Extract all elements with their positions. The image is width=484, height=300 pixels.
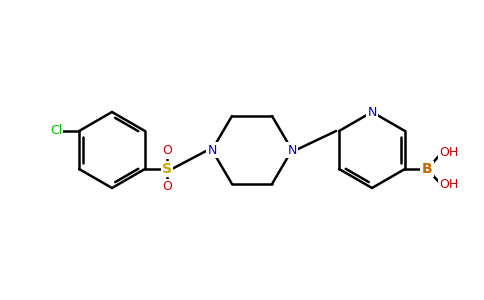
Text: O: O: [162, 181, 172, 194]
Text: N: N: [287, 143, 297, 157]
Text: Cl: Cl: [50, 124, 62, 137]
Text: OH: OH: [439, 178, 458, 191]
Text: B: B: [422, 162, 432, 176]
Text: S: S: [162, 162, 172, 176]
Text: O: O: [162, 145, 172, 158]
Text: N: N: [207, 143, 217, 157]
Text: N: N: [367, 106, 377, 118]
Text: OH: OH: [439, 146, 458, 160]
